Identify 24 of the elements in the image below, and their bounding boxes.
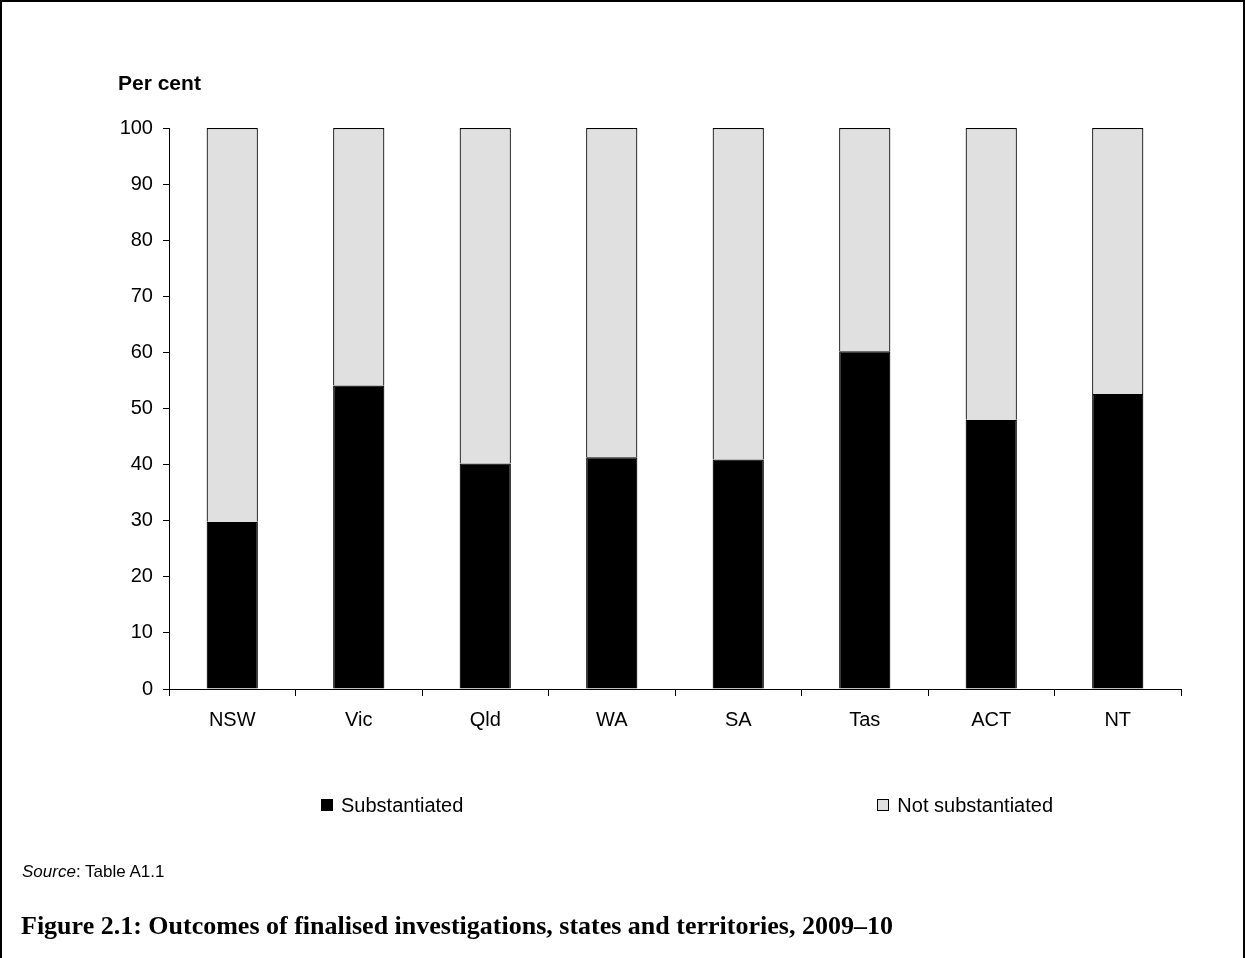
y-tick-label: 10 (130, 620, 153, 643)
x-tick-label: NT (1104, 707, 1132, 730)
source-note: Source: Table A1.1 (22, 862, 165, 881)
y-tick-label: 70 (130, 283, 153, 306)
x-tick-label: Qld (469, 707, 501, 730)
x-tick-label: SA (724, 707, 753, 730)
y-axis-title: Per cent (118, 70, 201, 96)
legend-label: Substantiated (341, 793, 464, 817)
y-tick-label: 60 (130, 339, 153, 362)
y-tick-label: 100 (119, 115, 153, 138)
y-tick-label: 30 (130, 508, 153, 531)
x-tick-label: WA (596, 707, 629, 730)
x-tick-label: ACT (971, 707, 1012, 730)
y-tick-label: 50 (130, 396, 153, 419)
y-tick-label: 40 (130, 452, 153, 475)
x-tick-label: NSW (208, 707, 256, 730)
x-tick-label: Tas (849, 707, 881, 730)
y-tick-label: 80 (130, 227, 153, 250)
legend-label: Not substantiated (897, 793, 1053, 817)
text: Figure 2.1: Outcomes of finalised investigations, states and territories, 2009–10 (21, 910, 893, 942)
x-tick-label: Vic (345, 707, 373, 730)
y-tick-label: 0 (141, 676, 153, 699)
y-tick-label: 20 (130, 564, 153, 587)
y-tick-label: 90 (130, 171, 153, 194)
